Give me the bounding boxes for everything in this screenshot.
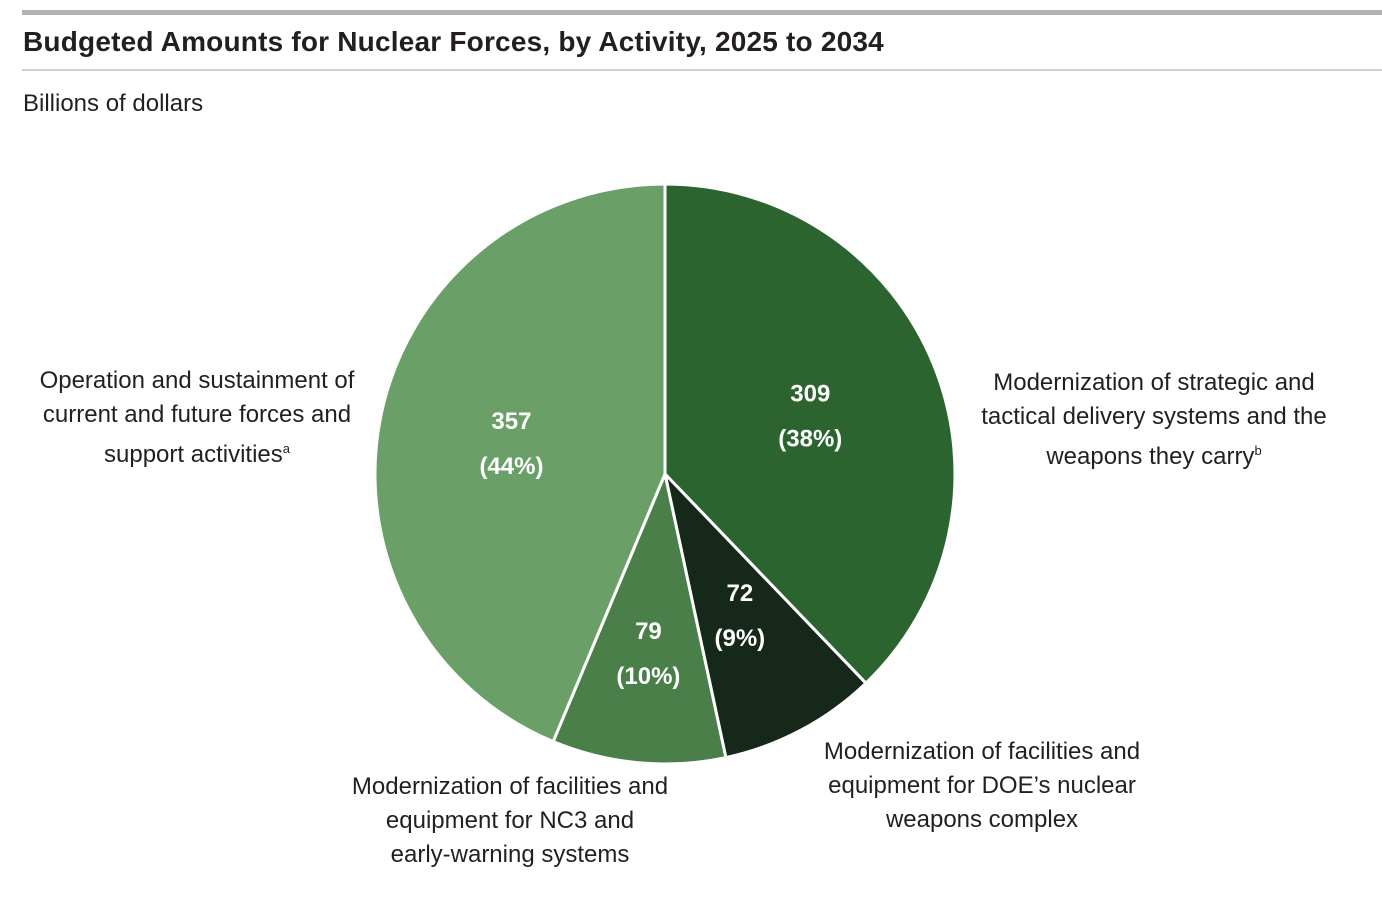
- pie-slice: [373, 182, 667, 744]
- chart-title: Budgeted Amounts for Nuclear Forces, by …: [23, 26, 884, 57]
- slice-value-label: 309: [790, 381, 830, 408]
- slice-percent-label: (10%): [616, 663, 680, 690]
- unit-label: Billions of dollars: [23, 90, 204, 117]
- slice-label-strategic-delivery: Modernization of strategic and tactical …: [944, 366, 1364, 474]
- slice-label-nc3: Modernization of facilities and equipmen…: [300, 770, 720, 872]
- slice-label-text: Operation and sustainment of current and…: [39, 367, 355, 468]
- slice-label-operation-sustainment: Operation and sustainment of current and…: [0, 364, 407, 472]
- slice-label-doe-complex: Modernization of facilities and equipmen…: [772, 735, 1192, 837]
- slice-percent-label: (44%): [479, 453, 543, 480]
- pie-slice: [663, 472, 868, 760]
- slice-value-label: 72: [726, 580, 753, 607]
- slice-label-text: Modernization of facilities and equipmen…: [351, 773, 669, 868]
- slice-label-text: Modernization of facilities and equipmen…: [823, 738, 1141, 833]
- pie-slice: [663, 182, 957, 685]
- slice-percent-label: (9%): [714, 625, 765, 652]
- footnote-marker: b: [1254, 443, 1262, 458]
- footnote-marker: a: [282, 441, 290, 456]
- slice-percent-label: (38%): [778, 426, 842, 453]
- slice-label-text: Modernization of strategic and tactical …: [981, 369, 1327, 470]
- slice-value-label: 79: [635, 618, 662, 645]
- pie-slice: [551, 472, 728, 766]
- top-rule: [22, 10, 1382, 15]
- title-rule: [22, 69, 1382, 71]
- slice-value-label: 357: [491, 408, 531, 435]
